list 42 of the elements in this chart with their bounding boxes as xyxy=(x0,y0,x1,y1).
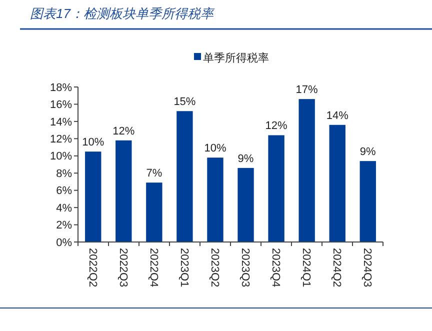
x-tick-label: 2024Q3 xyxy=(361,248,374,288)
bar xyxy=(207,158,224,242)
y-tick-label: 10% xyxy=(50,150,72,163)
y-tick-label: 6% xyxy=(56,185,72,198)
data-label: 17% xyxy=(296,84,318,96)
x-tick-label: 2023Q4 xyxy=(269,248,282,288)
data-label: 10% xyxy=(204,142,226,155)
y-tick-label: 16% xyxy=(50,99,72,112)
bar xyxy=(298,99,315,242)
data-label: 9% xyxy=(238,152,254,165)
x-tick-label: 2023Q1 xyxy=(178,248,190,288)
bar xyxy=(146,182,162,242)
x-tick-label: 2023Q3 xyxy=(238,248,251,288)
legend-label: 单季所得税率 xyxy=(203,51,269,64)
x-tick-label: 2022Q3 xyxy=(116,248,129,288)
x-tick-label: 2024Q2 xyxy=(330,248,343,288)
x-tick-label: 2023Q2 xyxy=(208,248,220,288)
x-tick-label: 2022Q4 xyxy=(147,248,160,288)
x-tick-label: 2022Q2 xyxy=(86,248,98,288)
bar xyxy=(360,161,376,242)
bar xyxy=(268,135,284,242)
bar xyxy=(85,152,102,242)
data-label: 15% xyxy=(174,96,196,108)
bar xyxy=(176,111,193,242)
y-tick-label: 14% xyxy=(50,116,72,128)
y-tick-label: 18% xyxy=(50,82,72,94)
data-label: 12% xyxy=(265,120,288,132)
x-tick-label: 2024Q1 xyxy=(300,248,312,288)
data-label: 12% xyxy=(112,125,135,138)
y-tick-label: 4% xyxy=(56,202,72,214)
bar xyxy=(329,124,346,242)
y-tick-label: 12% xyxy=(50,134,72,146)
bar xyxy=(238,168,254,242)
y-tick-label: 2% xyxy=(56,220,72,232)
data-label: 14% xyxy=(326,110,349,122)
chart-title: 图表17：检测板块单季所得税率 xyxy=(30,6,216,21)
y-tick-label: 8% xyxy=(56,168,72,180)
data-label: 7% xyxy=(146,168,162,180)
y-tick-label: 0% xyxy=(56,236,72,249)
data-label: 9% xyxy=(360,146,376,158)
data-label: 10% xyxy=(82,136,104,149)
bar xyxy=(116,140,132,242)
